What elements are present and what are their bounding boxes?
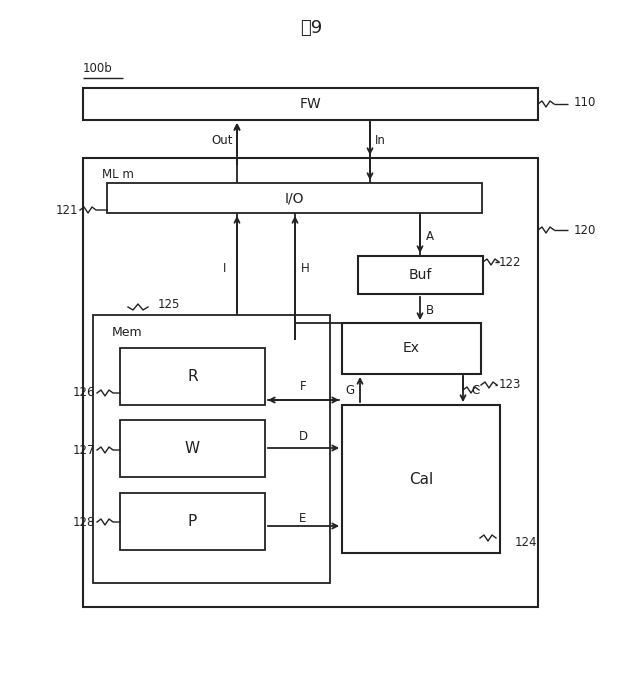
Text: P: P (188, 514, 197, 529)
Text: 110: 110 (574, 97, 596, 110)
Text: 127: 127 (73, 443, 95, 456)
Bar (83, 158, 538, 607)
Text: W: W (185, 441, 200, 456)
Text: Ex: Ex (403, 341, 420, 355)
Text: Out: Out (211, 133, 233, 146)
Text: G: G (345, 383, 355, 397)
Text: FW: FW (300, 97, 322, 111)
Text: Cal: Cal (409, 471, 433, 487)
Text: Mem: Mem (112, 326, 142, 338)
Text: F: F (300, 380, 306, 393)
Text: R: R (187, 369, 198, 384)
Text: 121: 121 (55, 204, 78, 217)
Text: 100b: 100b (83, 62, 113, 75)
Text: C: C (471, 383, 479, 397)
Text: H: H (300, 261, 309, 274)
Bar (358, 256, 483, 294)
Text: 124: 124 (515, 536, 537, 550)
Text: 围9: 围9 (300, 19, 322, 37)
Text: Buf: Buf (409, 268, 432, 282)
Bar (107, 183, 482, 213)
Text: I: I (223, 261, 226, 274)
Bar (342, 405, 500, 553)
Text: A: A (426, 230, 434, 244)
Text: 123: 123 (499, 378, 521, 391)
Text: D: D (299, 429, 307, 443)
Bar (120, 493, 265, 550)
Text: ML m: ML m (102, 169, 134, 181)
Text: 125: 125 (158, 299, 180, 311)
Text: E: E (299, 512, 307, 525)
Text: 120: 120 (574, 223, 596, 236)
Bar (120, 348, 265, 405)
Text: 126: 126 (73, 387, 95, 399)
Text: 122: 122 (499, 255, 521, 269)
Bar (120, 420, 265, 477)
Text: I/O: I/O (285, 191, 304, 205)
Bar (342, 323, 481, 374)
Bar (83, 88, 538, 120)
Text: In: In (374, 133, 386, 146)
Text: 128: 128 (73, 515, 95, 529)
Text: B: B (426, 303, 434, 317)
Bar (93, 315, 330, 583)
